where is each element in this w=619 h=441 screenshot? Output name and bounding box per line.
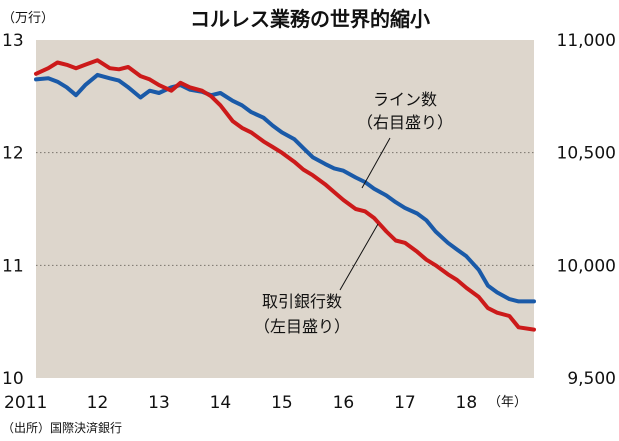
series-label-line-count: ライン数	[373, 90, 437, 109]
x-tick-label: 15	[271, 393, 293, 413]
right-axis-ticks: 11,000 10,500 10,000 9,500	[557, 31, 616, 389]
callout-line-bank-count	[339, 223, 379, 291]
right-tick-label: 11,000	[557, 31, 616, 51]
series-lines	[34, 58, 536, 332]
left-tick-label: 11	[2, 256, 24, 276]
series-axis-note-bank-count: （左目盛り）	[254, 317, 350, 336]
callout-line-line-count	[361, 137, 391, 189]
series-label-bank-count: 取引銀行数	[262, 292, 342, 311]
right-tick-label: 10,500	[557, 144, 616, 164]
left-tick-label: 10	[2, 369, 24, 389]
x-tick-label: 16	[333, 393, 355, 413]
right-tick-label: 10,000	[557, 256, 616, 276]
x-tick-label: 2011	[4, 393, 47, 413]
x-axis-ticks: 2011 12 13 14 15 16 17 18	[4, 393, 477, 413]
right-tick-label: 9,500	[567, 369, 616, 389]
x-tick-label: 18	[456, 393, 478, 413]
x-tick-label: 17	[394, 393, 416, 413]
left-axis-unit: （万行）	[2, 11, 54, 26]
series-axis-note-line-count: （右目盛り）	[357, 113, 453, 132]
x-tick-label: 14	[210, 393, 232, 413]
x-tick-label: 13	[148, 393, 170, 413]
left-tick-label: 12	[2, 144, 24, 164]
plot-area	[36, 40, 534, 378]
source-note: （出所）国際決済銀行	[2, 420, 122, 435]
left-axis-ticks: 13 12 11 10	[2, 31, 24, 389]
x-tick-label: 12	[87, 393, 109, 413]
series-line	[34, 72, 536, 304]
legend-annotation-line-count: ライン数 （右目盛り）	[357, 90, 453, 189]
chart-title: コルレス業務の世界的縮小	[190, 7, 430, 31]
left-tick-label: 13	[2, 31, 24, 51]
x-axis-unit: （年）	[488, 395, 527, 410]
legend-annotation-bank-count: 取引銀行数 （左目盛り）	[254, 223, 379, 336]
series-line	[34, 58, 536, 332]
